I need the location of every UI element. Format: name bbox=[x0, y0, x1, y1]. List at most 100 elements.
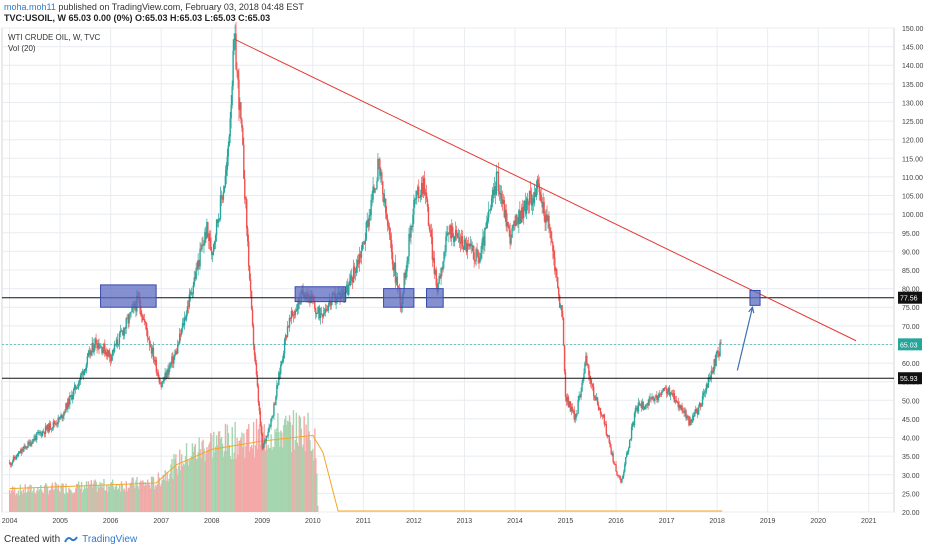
volume-bar bbox=[25, 492, 27, 512]
candle-body bbox=[634, 407, 637, 413]
volume-bar bbox=[120, 481, 123, 512]
candle-body bbox=[20, 449, 22, 454]
x-tick-label: 2008 bbox=[204, 518, 220, 525]
candle-body bbox=[419, 196, 421, 199]
volume-bar bbox=[195, 459, 197, 512]
candle-body bbox=[621, 479, 623, 483]
volume-bar bbox=[246, 429, 248, 512]
candle-body bbox=[391, 252, 394, 265]
candle-body bbox=[323, 312, 326, 314]
candle-body bbox=[290, 310, 293, 319]
candle-body bbox=[41, 431, 44, 436]
volume-series bbox=[8, 410, 319, 512]
volume-bar bbox=[174, 459, 176, 512]
candle-body bbox=[375, 188, 377, 190]
candle-body bbox=[499, 193, 502, 195]
candle-body bbox=[610, 447, 612, 455]
candle-body bbox=[270, 418, 272, 427]
candle-body bbox=[107, 350, 109, 357]
candle-body bbox=[359, 254, 362, 258]
candle-body bbox=[685, 410, 687, 419]
candle-body bbox=[613, 461, 615, 465]
volume-bar bbox=[275, 432, 277, 512]
price-chart-svg[interactable]: 20.0025.0030.0035.0040.0045.0050.0055.00… bbox=[0, 21, 932, 530]
candle-body bbox=[46, 424, 49, 430]
candle-body bbox=[71, 394, 73, 400]
volume-bar bbox=[289, 422, 292, 512]
y-tick-label: 50.00 bbox=[902, 398, 920, 405]
candle-body bbox=[592, 384, 594, 387]
candle-body bbox=[8, 462, 11, 464]
x-tick-label: 2010 bbox=[305, 518, 321, 525]
volume-bar bbox=[316, 473, 318, 512]
candle-body bbox=[364, 239, 366, 245]
volume-bar bbox=[148, 484, 151, 512]
x-tick-label: 2012 bbox=[406, 518, 422, 525]
candle-body bbox=[246, 228, 249, 242]
volume-bar bbox=[248, 424, 250, 512]
chart-area[interactable]: 20.0025.0030.0035.0040.0045.0050.0055.00… bbox=[0, 21, 932, 530]
candle-body bbox=[156, 372, 159, 374]
volume-bar bbox=[46, 487, 49, 512]
candle-body bbox=[242, 127, 244, 145]
candle-body bbox=[24, 445, 26, 447]
candle-body bbox=[670, 392, 673, 394]
volume-bar bbox=[186, 460, 189, 512]
volume-bar bbox=[250, 445, 253, 512]
volume-bar bbox=[17, 490, 20, 512]
volume-bar bbox=[262, 432, 265, 512]
volume-bar bbox=[308, 431, 310, 512]
volume-bar bbox=[27, 486, 29, 512]
x-tick-label: 2013 bbox=[457, 518, 473, 525]
volume-bar bbox=[296, 442, 299, 512]
volume-bar bbox=[132, 477, 134, 512]
candle-body bbox=[430, 230, 433, 237]
volume-bar bbox=[240, 437, 242, 512]
candle-body bbox=[557, 287, 560, 296]
candle-body bbox=[510, 237, 512, 244]
candle-body bbox=[281, 359, 284, 362]
candle-body bbox=[271, 416, 273, 419]
candle-body bbox=[145, 323, 148, 331]
volume-bar bbox=[267, 444, 269, 512]
publisher-link[interactable]: moha.moh11 bbox=[4, 2, 56, 12]
candle-body bbox=[473, 252, 475, 261]
candle-body bbox=[459, 241, 462, 244]
volume-bar bbox=[158, 477, 161, 512]
candle-body bbox=[200, 248, 202, 250]
candle-body bbox=[269, 426, 271, 428]
volume-bar bbox=[285, 424, 288, 512]
candle-body bbox=[64, 411, 66, 413]
candle-body bbox=[549, 227, 551, 232]
candle-body bbox=[639, 404, 642, 406]
candle-body bbox=[593, 396, 596, 399]
candle-body bbox=[252, 325, 255, 346]
volume-bar bbox=[232, 459, 234, 512]
candle-body bbox=[703, 392, 706, 394]
candle-body bbox=[500, 193, 503, 200]
candle-body bbox=[538, 183, 540, 192]
tradingview-brand-link[interactable]: TradingView bbox=[82, 534, 138, 545]
candle-body bbox=[281, 361, 283, 365]
candle-body bbox=[253, 345, 256, 356]
volume-bar bbox=[112, 486, 115, 512]
candle-body bbox=[546, 214, 548, 221]
candle-body bbox=[67, 398, 69, 410]
volume-bar bbox=[147, 482, 150, 512]
candle-body bbox=[576, 413, 578, 415]
candle-body bbox=[260, 425, 263, 434]
volume-bar bbox=[130, 482, 132, 512]
candle-body bbox=[535, 188, 538, 197]
candle-body bbox=[655, 395, 657, 398]
volume-bar bbox=[290, 452, 293, 512]
candle-body bbox=[90, 350, 92, 356]
candle-body bbox=[365, 222, 367, 240]
volume-bar bbox=[259, 444, 262, 512]
candle-body bbox=[261, 433, 263, 449]
candle-body bbox=[42, 431, 45, 433]
volume-bar bbox=[153, 489, 156, 512]
candle-body bbox=[583, 373, 585, 379]
volume-bar bbox=[117, 488, 120, 512]
x-tick-label: 2020 bbox=[810, 518, 826, 525]
candle-body bbox=[641, 401, 643, 408]
